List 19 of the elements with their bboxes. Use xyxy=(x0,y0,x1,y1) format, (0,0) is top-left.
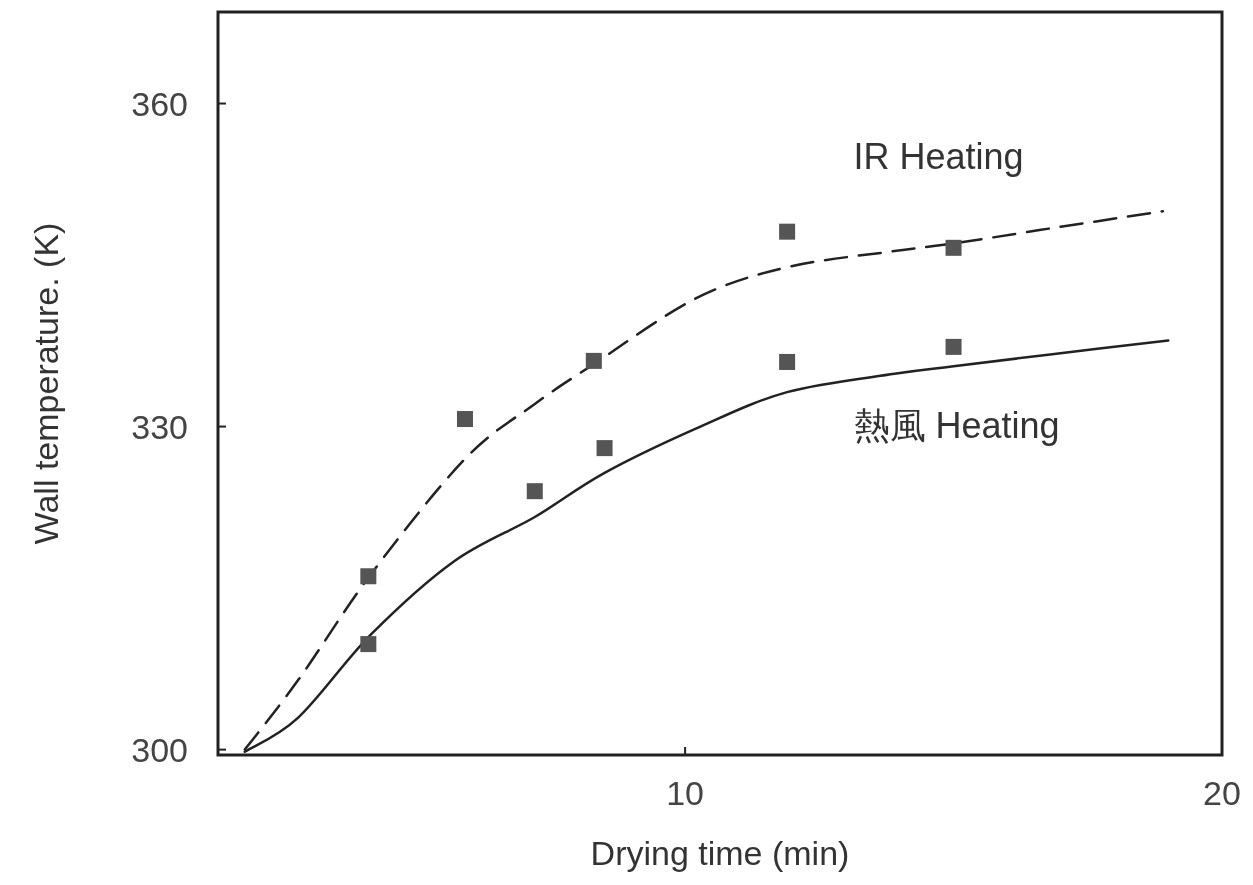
point xyxy=(945,338,962,355)
y-axis-title: Wall temperature. (K) xyxy=(27,222,65,545)
point xyxy=(456,411,473,428)
y-tick-label: 360 xyxy=(131,84,188,123)
point xyxy=(360,568,377,585)
point xyxy=(585,352,602,369)
series-label: IR Heating xyxy=(853,135,1024,177)
point xyxy=(360,636,377,653)
x-tick-label: 20 xyxy=(1203,774,1241,812)
point xyxy=(779,353,796,370)
y-tick-label: 330 xyxy=(131,407,188,446)
point xyxy=(779,223,796,240)
point xyxy=(526,483,543,500)
series-label: 熱風 Heating xyxy=(853,405,1060,447)
y-tick-label: 300 xyxy=(131,730,188,769)
point xyxy=(596,440,613,457)
x-tick-label: 10 xyxy=(666,774,705,812)
x-axis-title: Drying time (min) xyxy=(590,834,850,872)
point xyxy=(945,239,962,256)
